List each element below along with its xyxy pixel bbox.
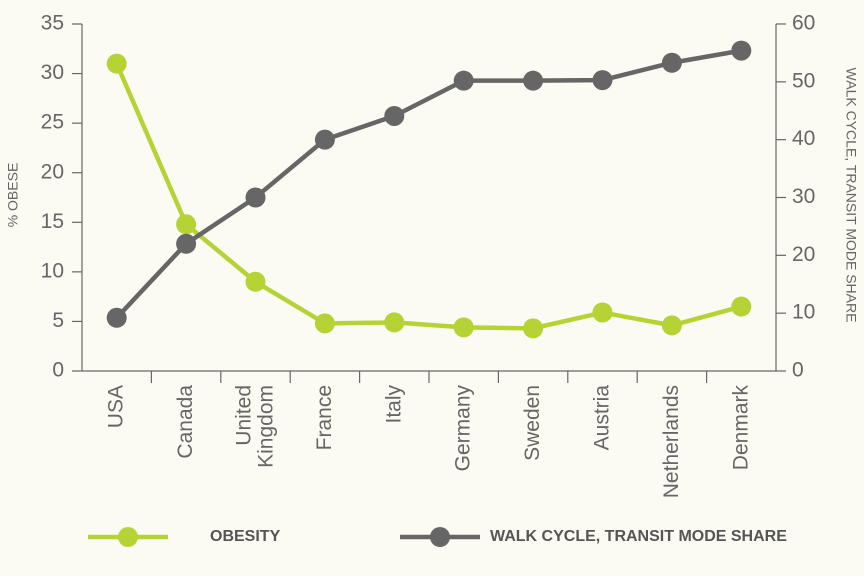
data-point	[661, 315, 682, 336]
x-tick-label: Italy	[382, 385, 405, 424]
data-point	[731, 40, 752, 61]
data-point	[245, 187, 266, 208]
legend-label: WALK CYCLE, TRANSIT MODE SHARE	[490, 528, 787, 545]
x-tick-label: France	[312, 385, 335, 450]
y2-tick-label: 10	[792, 301, 815, 324]
y-tick-label: 25	[41, 111, 64, 134]
y2-axis-title: WALK CYCLE, TRANSIT MODE SHARE	[843, 68, 859, 323]
data-point	[523, 70, 544, 91]
y-tick-label: 10	[41, 259, 64, 282]
data-point	[106, 53, 127, 74]
y-tick-label: 30	[41, 61, 64, 84]
data-point	[384, 312, 405, 333]
data-point	[314, 313, 335, 334]
x-tick-label: Denmark	[729, 385, 752, 471]
data-point	[523, 318, 544, 339]
y2-tick-label: 40	[792, 127, 815, 150]
series-line	[114, 62, 742, 331]
data-point	[592, 302, 613, 323]
legend-label: OBESITY	[210, 528, 281, 545]
x-tick-label: Netherlands	[659, 385, 682, 498]
y-axis-title: % OBESE	[5, 163, 21, 228]
data-point	[176, 233, 197, 254]
y2-tick-label: 0	[792, 359, 804, 382]
data-point	[384, 105, 405, 126]
y2-tick-label: 20	[792, 243, 815, 266]
y2-tick-label: 30	[792, 185, 815, 208]
data-point	[661, 52, 682, 73]
y-tick-label: 20	[41, 160, 64, 183]
series-line	[115, 48, 742, 320]
legend-marker	[430, 527, 450, 547]
y2-tick-label: 60	[792, 12, 815, 35]
data-point	[106, 307, 127, 328]
data-point	[592, 70, 613, 91]
x-tick-label: USA	[104, 385, 127, 428]
data-point	[453, 70, 474, 91]
x-tick-label: UnitedKingdom	[232, 385, 277, 468]
y-tick-label: 15	[41, 210, 64, 233]
data-point	[314, 129, 335, 150]
data-point	[731, 296, 752, 317]
y-tick-label: 35	[41, 12, 64, 35]
x-tick-label: Germany	[451, 385, 474, 472]
data-point	[453, 317, 474, 338]
data-point	[176, 214, 197, 235]
data-point	[245, 271, 266, 292]
legend-marker	[118, 527, 138, 547]
x-tick-label: Canada	[174, 385, 197, 459]
y2-tick-label: 50	[792, 69, 815, 92]
x-tick-label: Austria	[590, 385, 613, 451]
x-tick-label: Sweden	[521, 385, 544, 461]
y-tick-label: 0	[52, 359, 64, 382]
y-tick-label: 5	[52, 309, 64, 332]
